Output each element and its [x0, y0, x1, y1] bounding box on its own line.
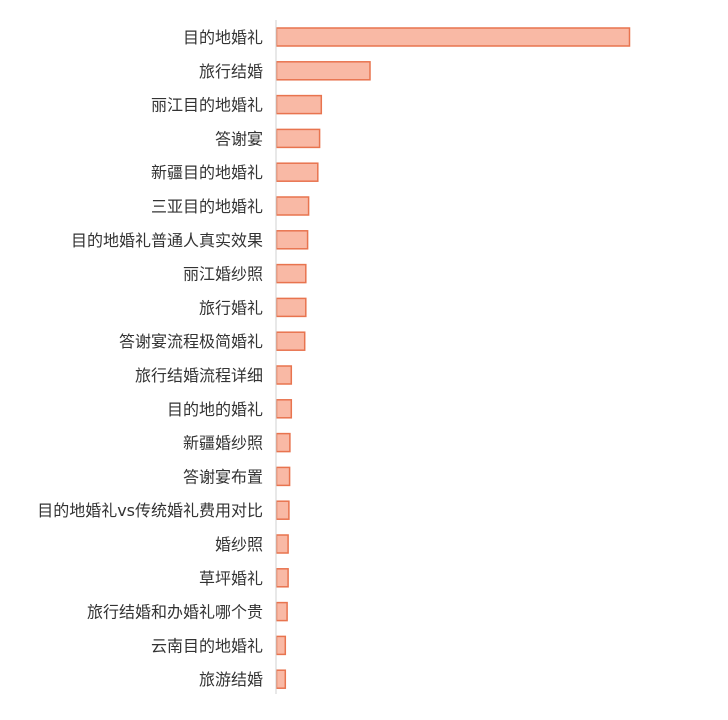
- category-label-15: 目的地婚礼vs传统婚礼费用对比: [37, 501, 263, 520]
- category-label-1: 目的地婚礼: [183, 28, 263, 47]
- bar-16: [275, 534, 289, 554]
- category-label-12: 目的地的婚礼: [167, 400, 263, 419]
- bar-7: [275, 230, 309, 250]
- category-label-13: 新疆婚纱照: [183, 434, 263, 453]
- category-label-7: 目的地婚礼普通人真实效果: [71, 231, 263, 250]
- bar-19: [275, 635, 287, 656]
- bar-15: [275, 500, 290, 520]
- bar-5: [275, 162, 319, 182]
- bar-11: [275, 365, 293, 385]
- bar-3: [275, 94, 323, 115]
- category-label-9: 旅行婚礼: [199, 298, 263, 317]
- category-label-8: 丽江婚纱照: [183, 265, 263, 284]
- category-label-14: 答谢宴布置: [183, 467, 263, 486]
- category-label-5: 新疆目的地婚礼: [151, 163, 263, 182]
- bar-17: [275, 568, 289, 588]
- bars-group: [275, 27, 631, 689]
- category-label-20: 旅游结婚: [199, 670, 263, 689]
- category-label-16: 婚纱照: [215, 535, 263, 554]
- bar-13: [275, 432, 291, 453]
- category-labels-group: 目的地婚礼旅行结婚丽江目的地婚礼答谢宴新疆目的地婚礼三亚目的地婚礼目的地婚礼普通…: [37, 28, 263, 689]
- bar-8: [275, 263, 307, 284]
- category-label-2: 旅行结婚: [199, 62, 263, 81]
- category-label-18: 旅行结婚和办婚礼哪个贵: [87, 603, 263, 622]
- bar-10: [275, 331, 306, 351]
- bar-6: [275, 196, 310, 216]
- bar-14: [275, 466, 291, 487]
- bar-9: [275, 297, 307, 318]
- bar-20: [275, 669, 287, 689]
- bar-1: [275, 27, 631, 47]
- bar-4: [275, 128, 321, 149]
- category-label-3: 丽江目的地婚礼: [151, 96, 263, 115]
- category-label-19: 云南目的地婚礼: [151, 636, 263, 655]
- category-label-11: 旅行结婚流程详细: [135, 366, 263, 385]
- category-label-10: 答谢宴流程极简婚礼: [119, 332, 263, 351]
- bar-18: [275, 601, 288, 622]
- bar-12: [275, 399, 293, 419]
- category-label-4: 答谢宴: [215, 129, 263, 148]
- bar-2: [275, 61, 371, 81]
- category-label-17: 草坪婚礼: [199, 569, 263, 588]
- category-label-6: 三亚目的地婚礼: [151, 197, 263, 216]
